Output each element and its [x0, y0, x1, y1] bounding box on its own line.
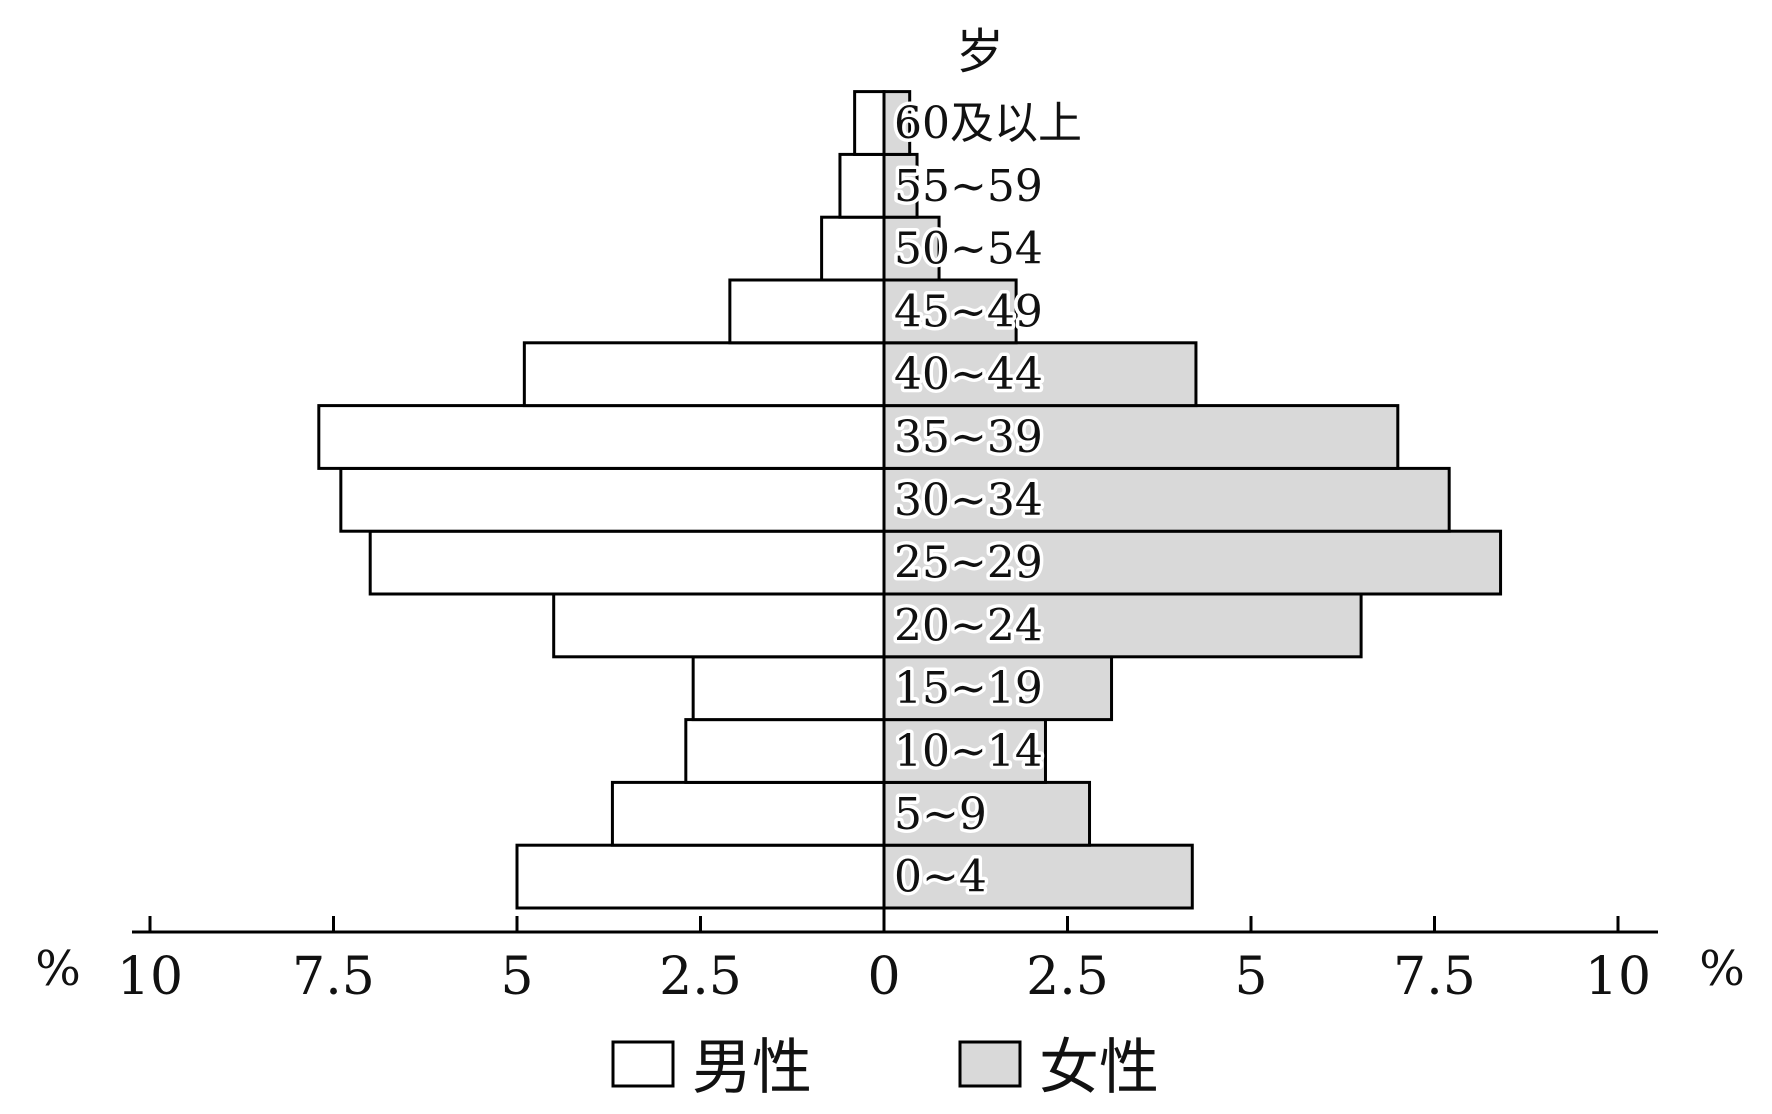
bar-female-1: [882, 780, 1092, 847]
age-group-labels: 0~4 5~9 10~14 15~19 20~24 25~29 30~34 35~39 40~4…: [891, 95, 1086, 907]
x-tick-label-right-0: 2.5: [1026, 947, 1109, 1007]
legend-label-male: 男性: [692, 1033, 812, 1103]
age-label-3: 15~19: [894, 663, 1043, 714]
bar-male-7: [317, 404, 886, 470]
legend: 男性 女性: [611, 1033, 1159, 1103]
legend-swatch-female: [958, 1040, 1022, 1088]
x-tick-label-left-4: 0: [867, 947, 900, 1007]
x-axis-ticks: 10 7.5 5 2.5 0 2.5 5 7.5 10: [117, 916, 1651, 1007]
age-label-6: 30~34: [894, 475, 1043, 526]
age-label-0: 0~4: [894, 852, 987, 903]
age-label-9: 45~49: [894, 286, 1043, 337]
bar-female-4: [882, 592, 1363, 659]
bar-male-10: [820, 215, 886, 282]
bar-female-11: [882, 152, 919, 219]
bar-male-6: [339, 466, 886, 533]
age-label-7: 35~39: [894, 412, 1043, 463]
x-tick-label-right-3: 10: [1585, 947, 1651, 1007]
male-bars: [317, 90, 886, 910]
y-axis-title: 岁: [956, 24, 1004, 80]
legend-swatch-male: [611, 1040, 675, 1088]
x-tick-label-right-1: 5: [1234, 947, 1267, 1007]
x-tick-label-left-1: 7.5: [292, 947, 375, 1007]
bar-male-12: [853, 90, 886, 156]
x-tick-label-right-2: 7.5: [1393, 947, 1476, 1007]
age-label-1: 5~9: [894, 789, 987, 840]
age-label-10: 50~54: [894, 224, 1043, 275]
age-label-4: 20~24: [894, 600, 1043, 651]
bar-male-1: [610, 780, 886, 847]
bar-male-9: [728, 278, 886, 345]
bar-male-2: [684, 718, 886, 784]
age-label-12: 60及以上: [894, 98, 1082, 149]
bar-female-10: [882, 215, 941, 282]
age-label-2: 10~14: [894, 726, 1043, 777]
female-bars: [882, 90, 1503, 910]
age-label-8: 40~44: [894, 349, 1043, 400]
x-tick-label-left-2: 5: [500, 947, 533, 1007]
bar-male-4: [552, 592, 886, 659]
unit-label-right: %: [1699, 941, 1745, 997]
bar-male-5: [368, 529, 886, 596]
bar-male-8: [522, 341, 886, 408]
bar-female-12: [882, 90, 912, 156]
age-label-11: 55~59: [894, 161, 1043, 212]
x-tick-label-left-0: 10: [117, 947, 183, 1007]
bar-male-3: [691, 655, 886, 722]
bar-female-6: [882, 466, 1451, 533]
x-tick-label-left-3: 2.5: [659, 947, 742, 1007]
legend-label-female: 女性: [1039, 1033, 1159, 1103]
bar-male-11: [838, 152, 886, 219]
age-label-5: 25~29: [894, 538, 1043, 589]
unit-label-left: %: [35, 941, 81, 997]
bar-male-0: [515, 843, 886, 910]
bar-female-3: [882, 655, 1114, 722]
